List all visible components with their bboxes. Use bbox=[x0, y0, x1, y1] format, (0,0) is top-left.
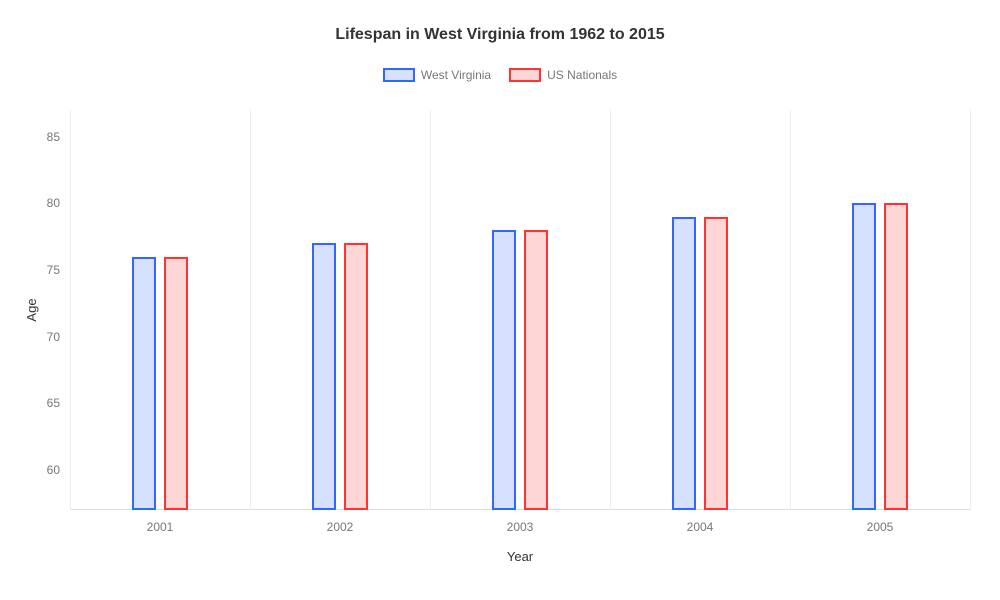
chart-title: Lifespan in West Virginia from 1962 to 2… bbox=[0, 0, 1000, 44]
x-tick-label: 2002 bbox=[327, 520, 354, 534]
grid-line bbox=[970, 110, 971, 510]
bar bbox=[852, 203, 876, 510]
bar bbox=[344, 243, 368, 510]
legend-swatch-us bbox=[509, 68, 541, 82]
y-tick-label: 70 bbox=[47, 330, 60, 344]
y-tick-label: 80 bbox=[47, 196, 60, 210]
bar bbox=[312, 243, 336, 510]
legend-label-wv: West Virginia bbox=[421, 68, 491, 82]
y-tick-label: 75 bbox=[47, 263, 60, 277]
grid-line bbox=[430, 110, 431, 510]
bar bbox=[884, 203, 908, 510]
x-tick-label: 2001 bbox=[147, 520, 174, 534]
y-tick-label: 85 bbox=[47, 130, 60, 144]
bar bbox=[492, 230, 516, 510]
chart-container: Lifespan in West Virginia from 1962 to 2… bbox=[0, 0, 1000, 600]
legend-item-us: US Nationals bbox=[509, 68, 617, 82]
x-tick-label: 2005 bbox=[867, 520, 894, 534]
legend: West Virginia US Nationals bbox=[0, 68, 1000, 82]
grid-line bbox=[250, 110, 251, 510]
x-tick-label: 2003 bbox=[507, 520, 534, 534]
bar bbox=[672, 217, 696, 510]
bar bbox=[164, 257, 188, 510]
legend-swatch-wv bbox=[383, 68, 415, 82]
bars-layer bbox=[70, 110, 970, 510]
y-tick-label: 60 bbox=[47, 463, 60, 477]
bar bbox=[132, 257, 156, 510]
grid-line bbox=[70, 110, 71, 510]
bar bbox=[524, 230, 548, 510]
bar bbox=[704, 217, 728, 510]
legend-item-wv: West Virginia bbox=[383, 68, 491, 82]
grid-line bbox=[790, 110, 791, 510]
legend-label-us: US Nationals bbox=[547, 68, 617, 82]
y-tick-label: 65 bbox=[47, 396, 60, 410]
plot-area: Age Year 2001200220032004200560657075808… bbox=[70, 110, 970, 510]
y-axis-title: Age bbox=[24, 298, 39, 321]
grid-line bbox=[610, 110, 611, 510]
x-axis-title: Year bbox=[507, 549, 533, 564]
x-tick-label: 2004 bbox=[687, 520, 714, 534]
